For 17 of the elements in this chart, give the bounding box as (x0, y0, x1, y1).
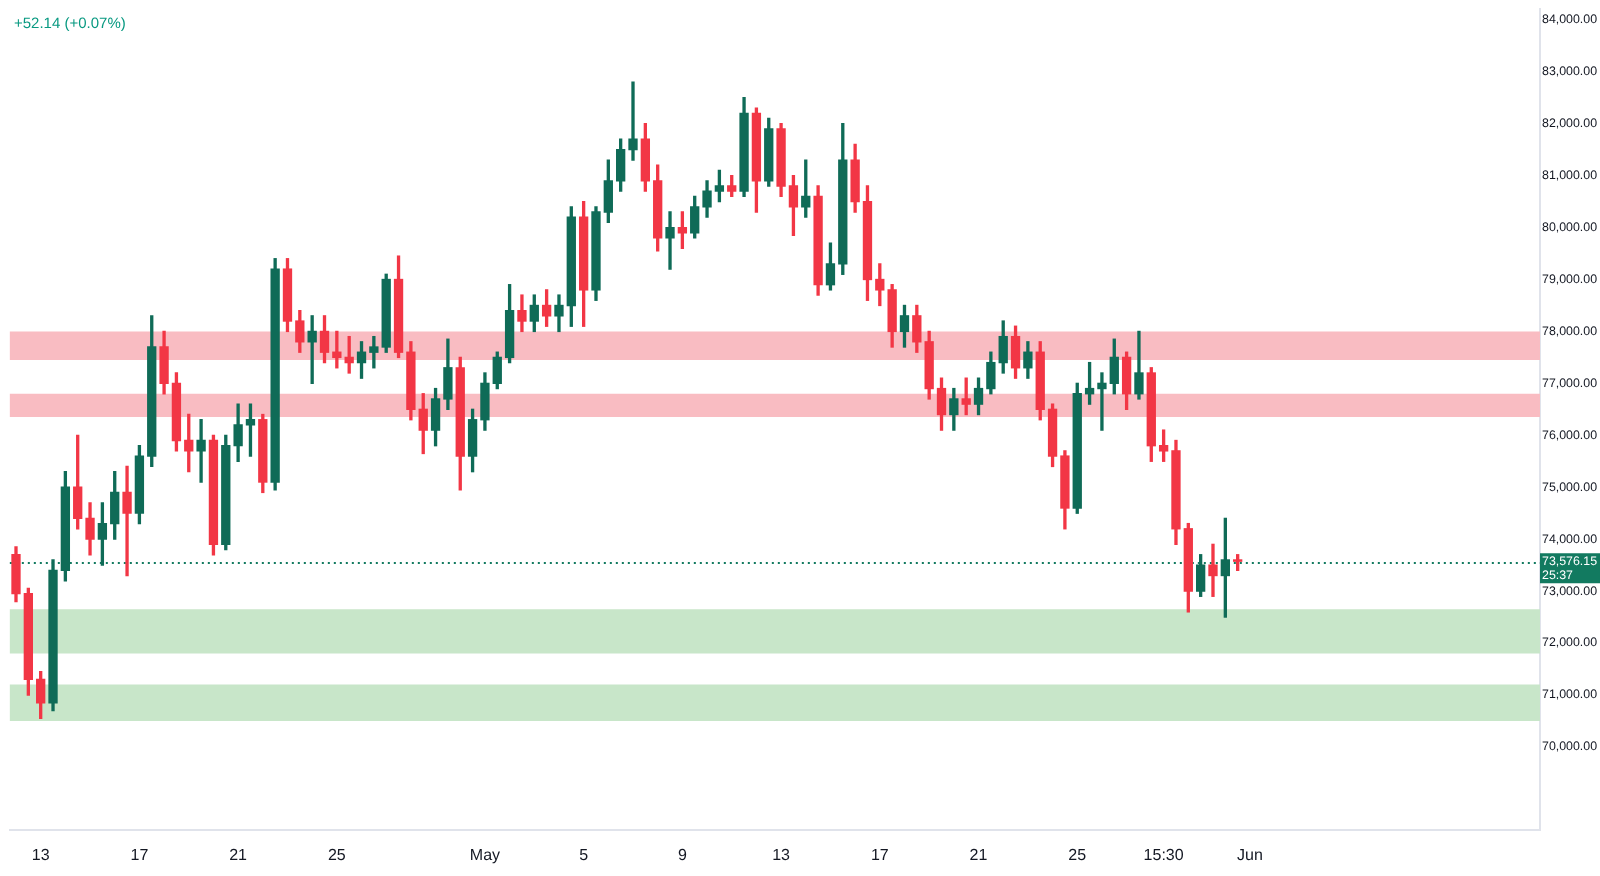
x-tick-label: 17 (130, 846, 150, 865)
x-tick-label: 17 (870, 846, 890, 865)
x-tick-label: May (469, 846, 501, 865)
x-tick-label: 25 (327, 846, 347, 865)
x-tick-label: 15:30 (1143, 846, 1185, 865)
x-tick-label: 13 (31, 846, 51, 865)
x-tick-label: 21 (229, 846, 249, 865)
x-tick-label: 13 (772, 846, 792, 865)
x-tick-label: 5 (579, 846, 590, 865)
x-tick-label: 9 (677, 846, 688, 865)
candlestick (665, 211, 675, 270)
candlestick (122, 465, 132, 577)
candlestick (196, 419, 206, 483)
x-tick-label: 25 (1068, 846, 1088, 865)
x-tick-label: Jun (1237, 846, 1263, 865)
x-tick-label: 21 (969, 846, 989, 865)
candlestick (1208, 543, 1218, 597)
